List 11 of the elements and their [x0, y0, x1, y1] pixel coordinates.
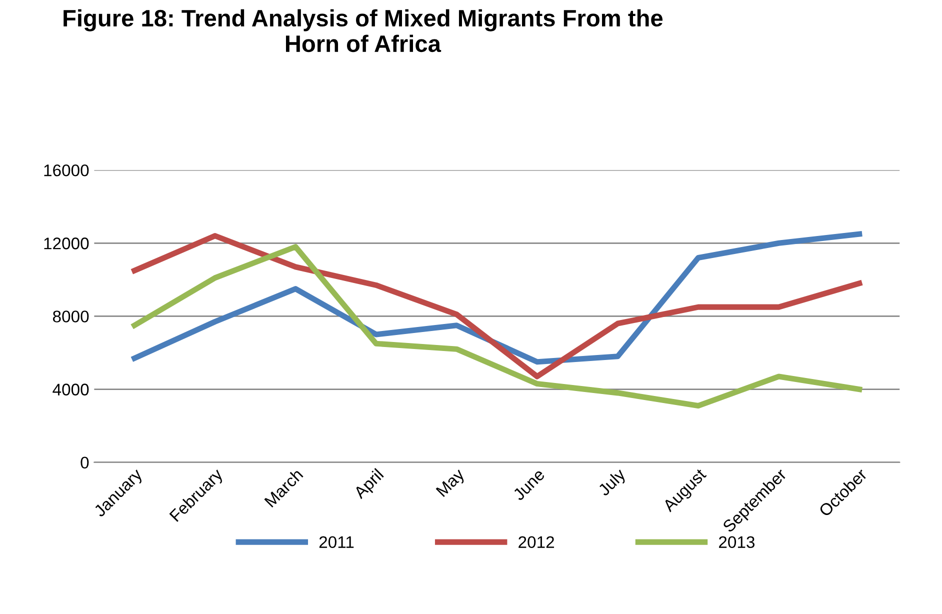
- legend-label: 2013: [719, 536, 755, 548]
- y-tick-label: 16000: [44, 164, 89, 176]
- chart-title: Figure 18: Trend Analysis of Mixed Migrants From the Horn of Africa: [64, 9, 663, 52]
- y-tick-label: 4000: [52, 384, 89, 396]
- y-tick-label: 8000: [52, 310, 89, 322]
- legend-label: 2011: [319, 536, 354, 548]
- x-tick-label: May: [436, 468, 468, 500]
- legend-label: 2012: [518, 536, 554, 548]
- x-tick-label: July: [596, 467, 629, 499]
- y-tick-label: 0: [80, 456, 89, 469]
- y-tick-label: 12000: [44, 238, 89, 250]
